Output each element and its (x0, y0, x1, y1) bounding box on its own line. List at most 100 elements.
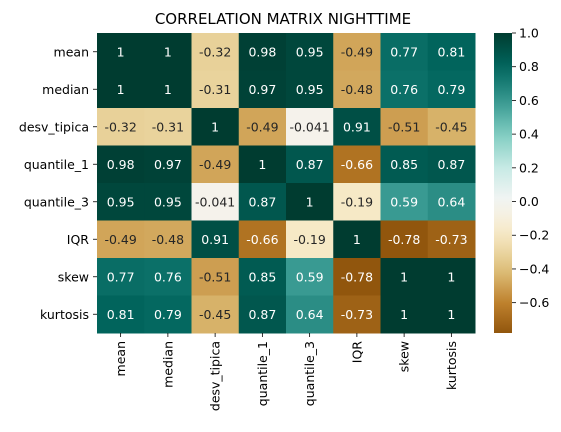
heatmap-cell (97, 108, 145, 146)
y-tick-label: quantile_1 (24, 157, 89, 172)
cell-value-label: 1 (447, 307, 455, 322)
heatmap-cell (97, 220, 145, 259)
cell-value-label: 0.81 (107, 307, 135, 322)
cell-value-label: -0.48 (341, 82, 373, 97)
colorbar-tick-label: 0.2 (519, 160, 539, 175)
x-axis-tick-labels: mean median desv_tipica quantile_1 quantile_… (113, 333, 459, 411)
colorbar-tick-label: 1.0 (519, 26, 539, 41)
heatmap-cell (380, 295, 429, 334)
heatmap-cell (238, 183, 287, 221)
heatmap-cell (286, 220, 334, 259)
heatmap-cell (238, 258, 287, 296)
y-tick-label: quantile_3 (24, 194, 89, 209)
x-tick-label: median (160, 341, 175, 388)
cell-value-label: 0.91 (201, 232, 229, 247)
x-tick-label: skew (397, 341, 412, 372)
heatmap-cell (427, 183, 476, 221)
heatmap-cell (97, 258, 145, 296)
cell-value-label: -0.32 (199, 44, 231, 59)
y-tick-label: median (42, 82, 89, 97)
heatmap-cell (286, 33, 334, 71)
heatmap-cell (380, 33, 429, 71)
colorbar-tick-label: 0.0 (519, 194, 539, 209)
heatmap-cell (333, 258, 381, 296)
x-tick-label: IQR (349, 341, 364, 364)
cell-value-label: 1 (211, 119, 219, 134)
heatmap-cell (427, 295, 476, 334)
cell-value-label: 0.95 (296, 44, 324, 59)
cell-value-label: 0.87 (437, 157, 465, 172)
cell-value-label: 0.85 (390, 157, 418, 172)
cell-value-label: 0.95 (296, 82, 324, 97)
cell-value-label: 1 (400, 307, 408, 322)
heatmap-cell (380, 220, 429, 259)
heatmap-cell (333, 70, 381, 109)
cell-value-label: -0.45 (435, 119, 467, 134)
cell-value-label: 0.81 (437, 44, 465, 59)
cell-value-label: 0.95 (154, 194, 182, 209)
y-tick-label: mean (54, 44, 89, 59)
heatmap-cell (333, 220, 381, 259)
cell-value-label: 0.87 (296, 157, 324, 172)
cell-value-label: 1 (258, 157, 266, 172)
cell-value-label: -0.19 (341, 194, 373, 209)
y-tick-label: desv_tipica (19, 119, 89, 134)
cell-value-label: 0.98 (107, 157, 135, 172)
heatmap-cell (427, 33, 476, 71)
cell-value-label: -0.31 (199, 82, 231, 97)
heatmap-cell (238, 295, 287, 334)
colorbar-tick-label: −0.2 (519, 228, 549, 243)
cell-value-label: -0.49 (104, 232, 136, 247)
cell-value-label: -0.73 (435, 232, 467, 247)
cell-value-label: 0.87 (248, 194, 276, 209)
cell-value-label: 0.97 (248, 82, 276, 97)
heatmap-cell (191, 183, 240, 221)
cell-value-label: 0.77 (390, 44, 418, 59)
cell-value-label: -0.66 (341, 157, 373, 172)
heatmap-cell (380, 145, 429, 184)
cell-value-label: 1 (447, 269, 455, 284)
cell-value-label: -0.19 (293, 232, 325, 247)
heatmap-cell (380, 258, 429, 296)
cell-value-label: -0.66 (246, 232, 278, 247)
cell-value-label: 1 (164, 44, 172, 59)
cell-value-label: 0.95 (107, 194, 135, 209)
heatmap-cell (144, 145, 192, 184)
colorbar-tick-label: 0.6 (519, 93, 539, 108)
x-tick-label: quantile_1 (255, 341, 270, 406)
heatmap-cell (144, 108, 192, 146)
x-tick-label: kurtosis (444, 341, 459, 390)
cell-value-label: -0.51 (388, 119, 420, 134)
colorbar-tick-label: −0.4 (519, 261, 549, 276)
heatmap-cell (238, 220, 287, 259)
heatmap-cell (333, 295, 381, 334)
cell-value-label: -0.73 (341, 307, 373, 322)
cell-value-label: 1 (400, 269, 408, 284)
cell-value-label: 1 (353, 232, 361, 247)
y-tick-label: kurtosis (40, 307, 89, 322)
heatmap-cell (286, 70, 334, 109)
heatmap-cell (427, 258, 476, 296)
cell-value-label: 0.64 (296, 307, 324, 322)
heatmap-cell (144, 183, 192, 221)
cell-value-label: 0.91 (343, 119, 371, 134)
heatmap-cell (286, 295, 334, 334)
cell-value-label: -0.45 (199, 307, 231, 322)
cell-value-label: 0.77 (107, 269, 135, 284)
heatmap-cell (286, 183, 334, 221)
heatmap-cell (427, 220, 476, 259)
cell-value-label: 1 (306, 194, 314, 209)
y-tick-label: skew (58, 269, 89, 284)
cell-value-label: 0.76 (154, 269, 182, 284)
cell-value-label: -0.78 (341, 269, 373, 284)
cell-value-label: -0.31 (152, 119, 184, 134)
cell-value-label: 0.59 (390, 194, 418, 209)
cell-value-label: -0.51 (199, 269, 231, 284)
heatmap-cell (144, 258, 192, 296)
heatmap-cell (427, 70, 476, 109)
cell-value-label: 0.87 (248, 307, 276, 322)
heatmap-cell (238, 33, 287, 71)
heatmap-cell (97, 145, 145, 184)
colorbar-tick-label: −0.6 (519, 295, 549, 310)
